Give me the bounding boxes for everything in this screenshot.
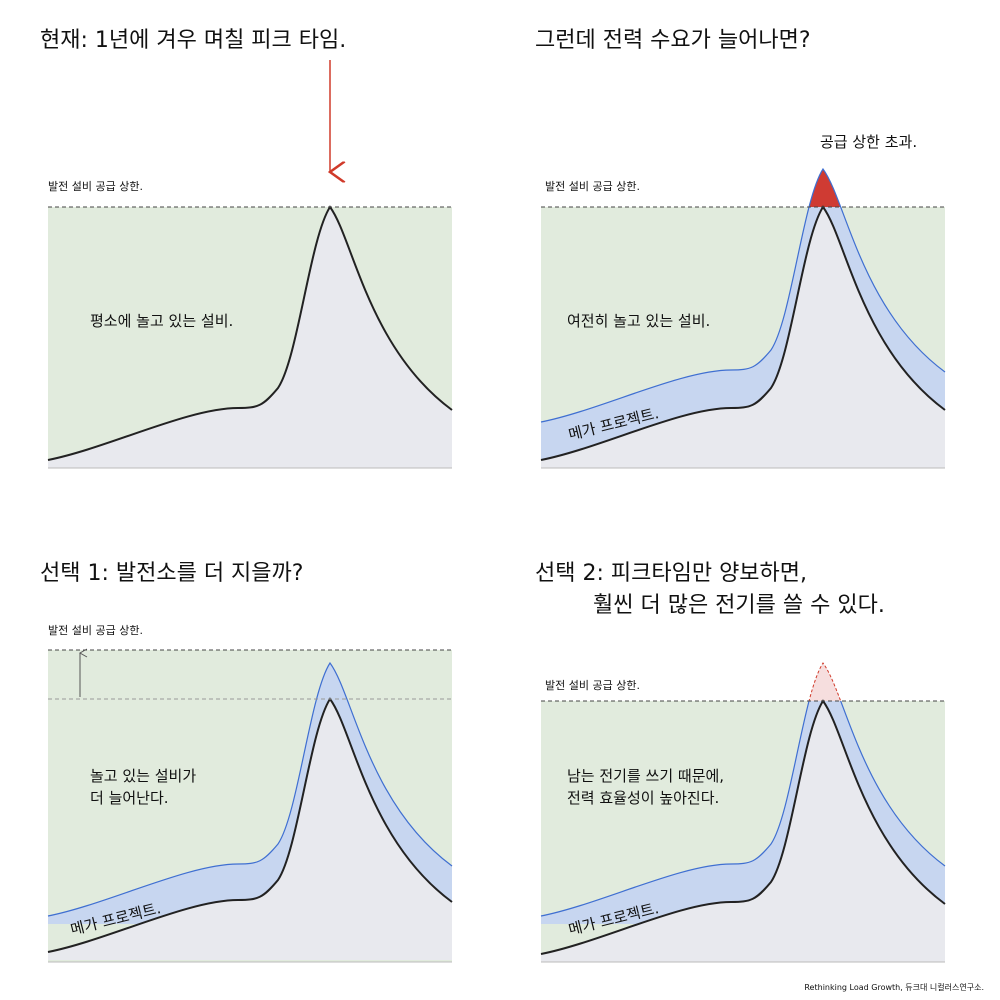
area-label: 남는 전기를 쓰기 때문에, <box>567 767 724 785</box>
cap-label: 발전 설비 공급 상한. <box>48 624 143 637</box>
panel-title: 훨씬 더 많은 전기를 쓸 수 있다. <box>593 593 885 618</box>
chart <box>47 648 453 963</box>
area-label: 전력 효율성이 높아진다. <box>567 789 719 807</box>
cap-label: 발전 설비 공급 상한. <box>48 180 143 193</box>
panel-title: 현재: 1년에 겨우 며칠 피크 타임. <box>40 28 346 53</box>
chart <box>540 168 946 469</box>
panel: 현재: 1년에 겨우 며칠 피크 타임. 발전 설비 공급 상한. 평소에 놀고… <box>40 28 453 469</box>
chart <box>47 206 453 469</box>
chart <box>540 662 946 963</box>
panel-title: 선택 1: 발전소를 더 지을까? <box>40 561 303 586</box>
panel-title: 선택 2: 피크타임만 양보하면, <box>535 561 807 586</box>
peak-label: 공급 상한 초과. <box>820 133 917 151</box>
area-label: 여전히 놀고 있는 설비. <box>567 312 710 330</box>
panel-title: 그런데 전력 수요가 늘어나면? <box>535 28 811 53</box>
area-label: 놀고 있는 설비가 <box>90 767 196 785</box>
panel: 그런데 전력 수요가 늘어나면? 공급 상한 초과. 발전 설비 공급 상한. … <box>535 28 946 469</box>
area-label: 평소에 놀고 있는 설비. <box>90 312 233 330</box>
panel: 선택 2: 피크타임만 양보하면, 훨씬 더 많은 전기를 쓸 수 있다. 발전… <box>535 561 946 963</box>
cap-label: 발전 설비 공급 상한. <box>545 679 640 692</box>
area-label: 더 늘어난다. <box>90 789 169 807</box>
cap-label: 발전 설비 공급 상한. <box>545 180 640 193</box>
credit: Rethinking Load Growth, 듀크대 니컬러스연구소. <box>804 982 984 992</box>
panel: 선택 1: 발전소를 더 지을까? 발전 설비 공급 상한. 놀고 있는 설비가… <box>40 561 453 963</box>
